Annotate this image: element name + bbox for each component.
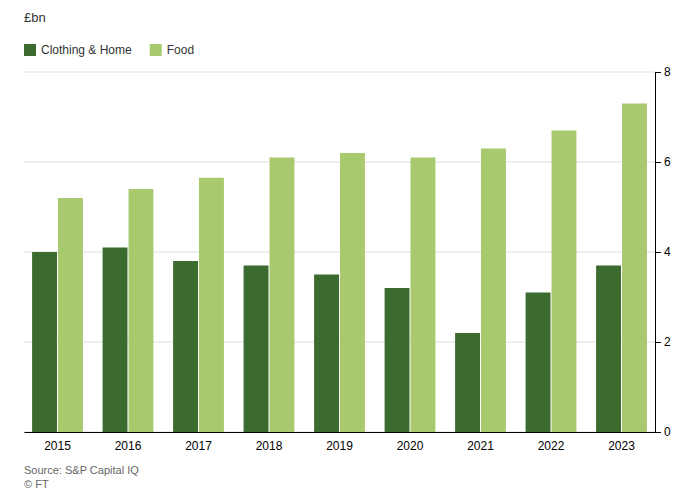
bar [199,178,224,432]
tick: 2022 [538,439,565,453]
tick: 2019 [326,439,353,453]
axis-title: £bn [24,10,46,25]
bar [103,248,128,433]
bar [32,252,57,432]
bar [622,104,647,433]
bar [526,293,551,433]
tick-label: 2017 [185,439,212,453]
tick-label: 2021 [467,439,494,453]
tick: 2023 [608,439,635,453]
bar [411,158,436,433]
tick-label: 2020 [397,439,424,453]
plot: 0 2 4 6 8 2015 2016 2017 2018 2019 2020 2021 2022 202… [24,65,671,452]
axis-domain [25,432,656,433]
tick: 4 [655,245,671,259]
tick-label: 2016 [115,439,142,453]
tick: 2 [655,335,671,349]
axis-domain [656,73,662,433]
tick: 2015 [44,439,71,453]
tick-mark [655,72,661,73]
tick-label: 8 [664,65,671,79]
legend-swatch [150,44,162,56]
tick-mark [655,252,661,253]
tick: 2020 [397,439,424,453]
tick-mark [655,342,661,343]
tick-label: 2 [664,335,671,349]
chart: 0 2 4 6 8 2015 2016 2017 2018 2019 2020 2021 2022 202… [0,0,700,496]
bar-series [32,248,621,433]
bar [244,266,269,433]
legend: Clothing & Home Food [24,43,194,57]
tick: 0 [655,425,671,439]
tick: 8 [655,65,671,79]
grid [24,72,655,432]
grid-line [24,72,655,73]
legend-item: Clothing & Home [24,43,132,57]
bar [270,158,295,433]
tick: 2017 [185,439,212,453]
bar [552,131,577,433]
bar [314,275,339,433]
bar [340,153,365,432]
tick: 6 [655,155,671,169]
tick-label: 4 [664,245,671,259]
tick-label: 6 [664,155,671,169]
tick-label: 2022 [538,439,565,453]
tick-label: 2015 [44,439,71,453]
x-axis: 2015 2016 2017 2018 2019 2020 2021 2022 2023 [25,433,656,453]
tick-label: 2023 [608,439,635,453]
tick-mark [655,162,661,163]
tick-label: 0 [664,425,671,439]
tick: 2016 [115,439,142,453]
tick-label: 2018 [256,439,283,453]
y-axis: 0 2 4 6 8 [655,65,671,439]
bar [173,261,198,432]
tick: 2021 [467,439,494,453]
bar [58,198,83,432]
bar [481,149,506,433]
annotation: © FT [24,478,49,490]
legend-swatch [24,44,36,56]
legend-label: Food [167,43,194,57]
annotation: Source: S&P Capital IQ [24,464,139,476]
bar [455,333,480,432]
bars [32,104,647,433]
tick-label: 2019 [326,439,353,453]
tick-mark [655,432,661,433]
bar [385,288,410,432]
legend-item: Food [150,43,194,57]
bar-series [58,104,647,433]
bar [596,266,621,433]
tick: 2018 [256,439,283,453]
legend-label: Clothing & Home [41,43,132,57]
bar [129,189,154,432]
